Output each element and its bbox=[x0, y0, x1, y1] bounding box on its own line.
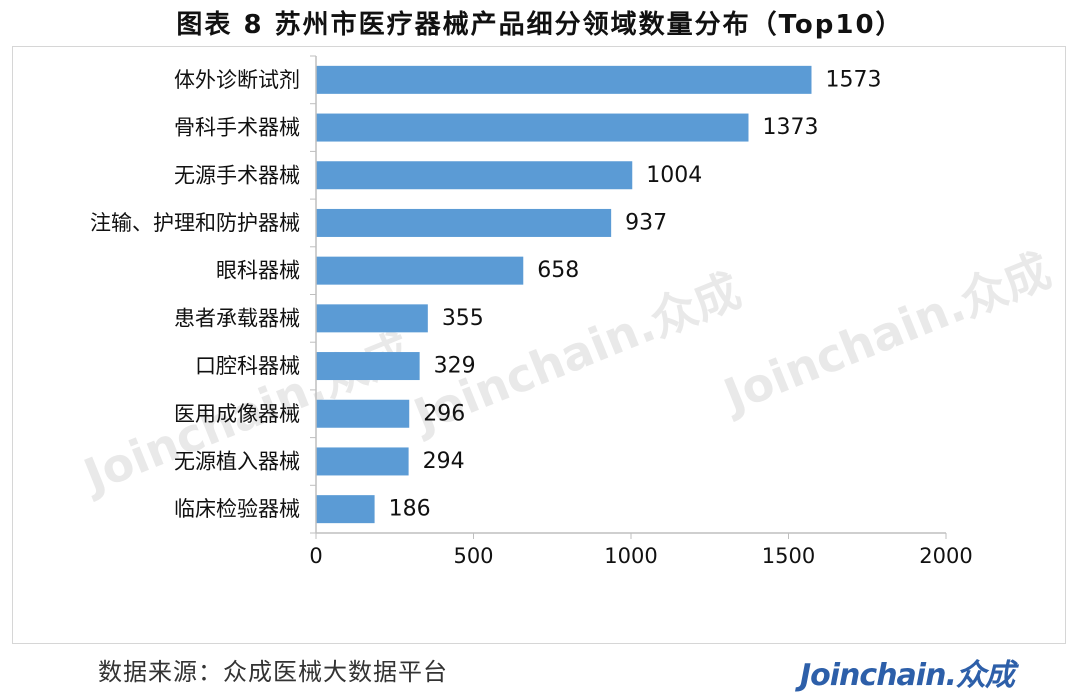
bar bbox=[316, 399, 410, 428]
x-tick-label: 500 bbox=[453, 544, 493, 568]
category-label: 临床检验器械 bbox=[174, 497, 300, 521]
x-tick-label: 1000 bbox=[604, 544, 657, 568]
category-label: 无源手术器械 bbox=[174, 163, 300, 187]
chart-title: 图表 8 苏州市医疗器械产品细分领域数量分布（Top10） bbox=[176, 10, 904, 40]
bar bbox=[316, 447, 409, 476]
data-label: 294 bbox=[423, 449, 465, 474]
data-label: 937 bbox=[625, 210, 667, 235]
bar bbox=[316, 495, 375, 524]
data-label: 355 bbox=[442, 306, 484, 331]
data-label: 296 bbox=[423, 401, 465, 426]
category-label: 注输、护理和防护器械 bbox=[90, 211, 300, 235]
data-label: 658 bbox=[537, 258, 579, 283]
brand-logo: Joinchain.众成 bbox=[800, 658, 1015, 693]
category-label: 医用成像器械 bbox=[174, 402, 300, 426]
category-label: 无源植入器械 bbox=[174, 449, 300, 473]
bar bbox=[316, 65, 812, 94]
x-tick-label: 0 bbox=[309, 544, 322, 568]
category-label: 患者承载器械 bbox=[174, 306, 300, 330]
category-label: 骨科手术器械 bbox=[174, 116, 300, 140]
data-label: 1373 bbox=[762, 115, 818, 140]
data-label: 186 bbox=[389, 497, 431, 522]
category-label: 体外诊断试剂 bbox=[174, 68, 300, 92]
bar bbox=[316, 256, 524, 285]
data-label: 329 bbox=[434, 354, 476, 379]
category-label: 口腔科器械 bbox=[195, 354, 300, 378]
data-label: 1573 bbox=[825, 67, 881, 92]
bar bbox=[316, 304, 428, 333]
bar bbox=[316, 161, 633, 190]
x-tick-label: 1500 bbox=[762, 544, 815, 568]
bar-chart: 体外诊断试剂 1573 骨科手术器械 1373 无源手术器械 1004 注输、护理和防护器械… bbox=[90, 55, 973, 568]
bar bbox=[316, 352, 420, 381]
bar bbox=[316, 208, 612, 237]
bar bbox=[316, 113, 749, 142]
category-label: 眼科器械 bbox=[216, 259, 300, 283]
chart-frame: Joinchain.众成 Joinchain.众成 Joinchain.众成 体… bbox=[12, 46, 1066, 644]
x-tick-label: 2000 bbox=[919, 544, 972, 568]
data-label: 1004 bbox=[646, 163, 702, 188]
data-source: 数据来源：众成医械大数据平台 bbox=[98, 658, 448, 686]
